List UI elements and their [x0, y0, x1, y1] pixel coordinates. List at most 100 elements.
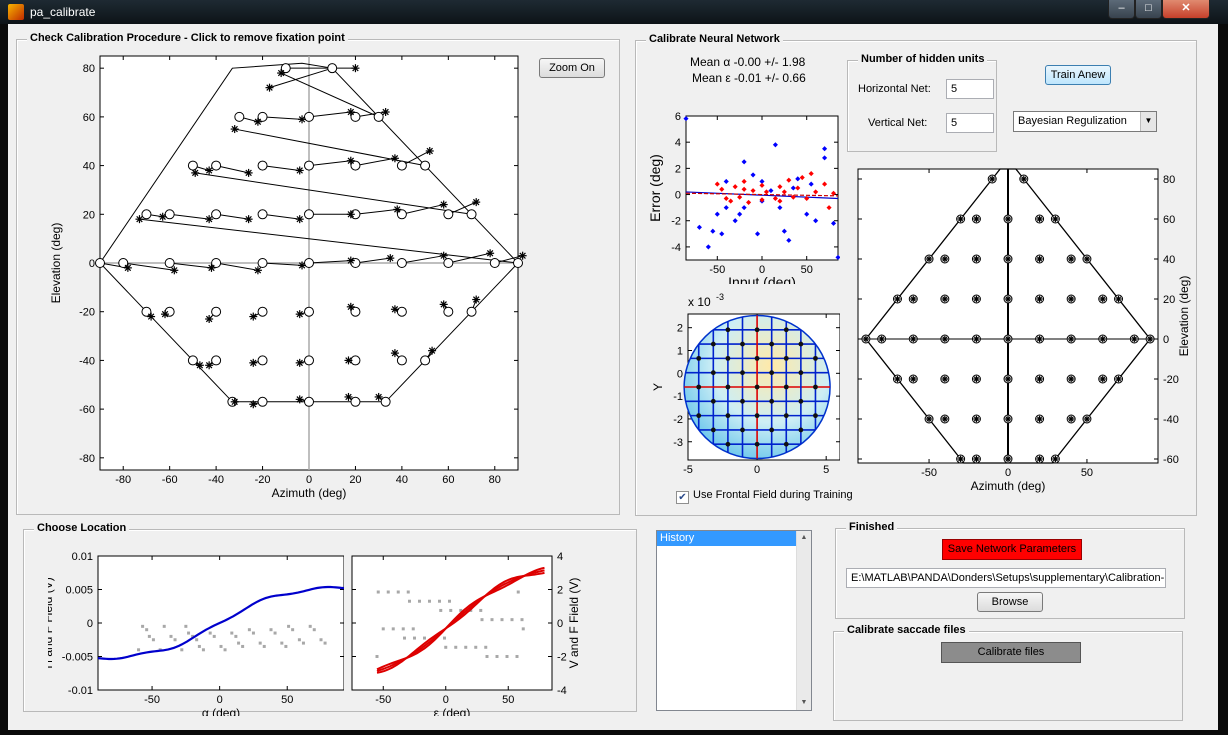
horizontal-net-input[interactable]: 5	[946, 79, 994, 99]
train-anew-button[interactable]: Train Anew	[1045, 65, 1111, 85]
target-marker	[443, 258, 454, 268]
response-marker	[135, 215, 144, 224]
target-marker	[304, 396, 314, 407]
sample-point	[813, 384, 818, 390]
error-line	[355, 208, 398, 215]
response-marker	[1036, 295, 1043, 303]
response-marker	[1146, 335, 1154, 343]
scroll-down-icon[interactable]: ▼	[800, 699, 808, 706]
blue-point	[795, 176, 801, 182]
calibration-check-plot[interactable]: -80 -60 -40 -20 0 20 40 60 80 -80 -60 -40 -20 0 20 40 60…	[38, 52, 528, 518]
close-button[interactable]: ✕	[1162, 0, 1210, 19]
y-tick-label: 60	[83, 112, 95, 124]
response-marker	[205, 166, 214, 175]
target-marker	[304, 209, 314, 220]
response-marker	[941, 335, 949, 343]
network-path-input[interactable]: E:\MATLAB\PANDA\Donders\Setups\supplemen…	[846, 568, 1166, 588]
gray-point	[484, 645, 488, 649]
frontal-field-checkbox[interactable]: ✔ Use Frontal Field during Training	[676, 489, 853, 504]
y-tick-label: 0	[675, 190, 681, 202]
scroll-up-icon[interactable]: ▲	[800, 534, 808, 541]
response-marker	[425, 146, 434, 155]
mean-epsilon-text: Mean ε -0.01 +/- 0.66	[692, 71, 806, 85]
y-axis-label: Y	[651, 383, 665, 391]
response-marker	[1099, 375, 1106, 383]
target-marker	[257, 258, 268, 268]
y-tick-label: 80	[83, 63, 95, 75]
maximize-button[interactable]: □	[1135, 0, 1162, 19]
gray-point	[428, 599, 431, 603]
minimize-button[interactable]: ‒	[1108, 0, 1135, 19]
calibrate-files-button[interactable]: Calibrate files	[941, 642, 1081, 663]
history-listbox[interactable]: History ▲ ▼	[656, 530, 812, 711]
response-marker	[277, 69, 286, 78]
response-marker	[1099, 295, 1106, 303]
x-tick-label: -20	[255, 474, 271, 486]
error-vs-input-plot[interactable]: -50 0 50 -4 -2 0 2 4 6 Input (deg) Error (deg)	[640, 88, 840, 284]
sample-point	[754, 327, 760, 333]
y-tick-label: 4	[675, 137, 681, 149]
gray-point	[510, 618, 514, 622]
error-line	[280, 72, 379, 118]
window-titlebar[interactable]: pa_calibrate ‒ □ ✕	[0, 0, 1228, 24]
regularization-select[interactable]: Bayesian Regulization ▼	[1013, 111, 1157, 132]
y-tick-label: 20	[1163, 294, 1175, 306]
y-axis-label: V and F Field (V)	[567, 578, 581, 669]
sample-point	[725, 355, 731, 361]
chevron-down-icon[interactable]: ▼	[1140, 112, 1156, 131]
field-surface-plot[interactable]: -5 0 5 -3 -2 -1 0 1 2 Yx 10 -3	[640, 288, 840, 488]
gray-point	[219, 644, 223, 648]
error-line	[308, 111, 351, 118]
gray-point	[520, 618, 524, 622]
sample-point	[798, 341, 804, 347]
response-marker	[439, 251, 448, 260]
sample-point	[813, 355, 818, 361]
target-marker	[489, 258, 500, 268]
response-marker	[390, 305, 399, 314]
response-marker	[191, 168, 200, 177]
sample-point	[740, 370, 745, 376]
history-item[interactable]: History	[657, 531, 796, 546]
sample-point	[754, 355, 760, 361]
save-network-parameters-button[interactable]: Save Network Parameters	[942, 539, 1082, 560]
response-marker	[1004, 255, 1012, 263]
response-marker	[244, 215, 253, 224]
target-marker	[234, 111, 245, 122]
history-scrollbar[interactable]: ▲ ▼	[796, 531, 811, 710]
error-line	[262, 262, 303, 266]
vertical-net-input[interactable]: 5	[946, 113, 994, 133]
response-marker	[295, 395, 304, 404]
browse-button[interactable]: Browse	[977, 592, 1043, 612]
gray-point	[386, 590, 390, 594]
response-marker	[957, 455, 964, 463]
checkbox-check-icon[interactable]: ✔	[676, 491, 689, 504]
target-marker	[466, 306, 477, 317]
red-point	[741, 178, 747, 185]
network-map-plot[interactable]: -50 0 50 -60 -40 -20 0 20 40 60 80 Azimuth (deg) Ele…	[844, 164, 1196, 504]
panel-title: Choose Location	[34, 522, 130, 534]
response-marker	[230, 397, 239, 406]
response-marker	[472, 295, 481, 304]
response-marker	[1004, 375, 1012, 383]
window-left-border	[0, 24, 8, 735]
target-marker	[141, 209, 152, 220]
target-marker	[257, 355, 268, 366]
gray-point	[480, 618, 484, 622]
response-marker	[878, 335, 885, 343]
target-marker	[443, 306, 454, 317]
y-tick-label: -2	[671, 216, 681, 228]
gray-point	[273, 631, 277, 635]
x-tick-label: -40	[208, 474, 224, 486]
panel-title: Check Calibration Procedure - Click to r…	[27, 32, 348, 44]
response-marker	[973, 215, 980, 223]
y-tick-label: 0	[1163, 334, 1169, 346]
zoom-on-button[interactable]: Zoom On	[539, 58, 605, 78]
v-field-plot[interactable]: -50 0 50 -4 -2 0 2 4 ε (deg) V and F Field (V)	[342, 536, 582, 716]
response-marker	[1004, 415, 1012, 423]
gray-point	[448, 599, 451, 603]
h-field-plot[interactable]: -50 0 50 -0.01 -0.005 0 0.005 0.01 α (deg) H and …	[48, 536, 344, 716]
y-tick-label: 40	[83, 161, 95, 173]
sample-point	[813, 413, 818, 419]
y-tick-label: -1	[673, 391, 683, 403]
x-axis-label: α (deg)	[202, 706, 240, 716]
